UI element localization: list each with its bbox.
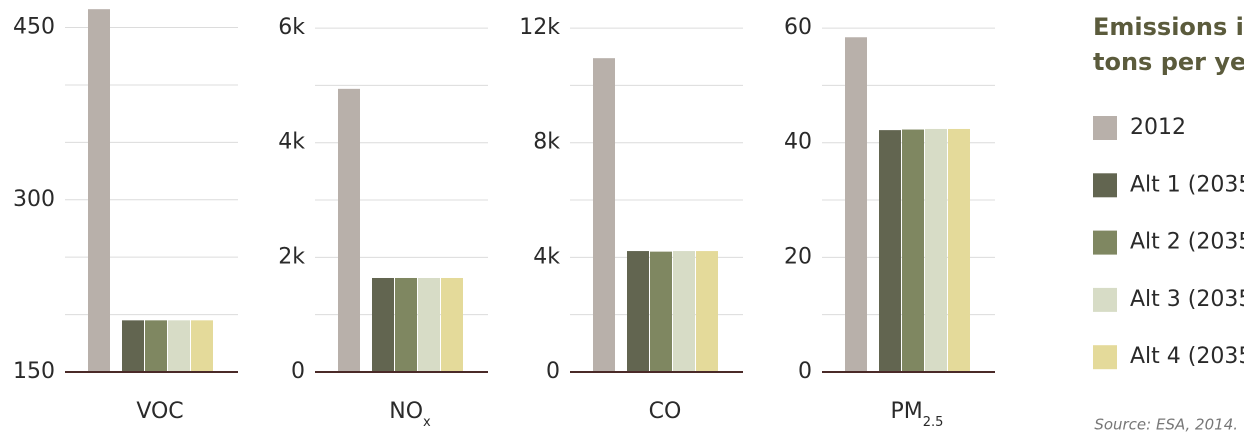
bar: [88, 9, 110, 373]
legend-title: tons per year: [1093, 48, 1244, 76]
bar: [338, 88, 360, 373]
bar: [673, 251, 695, 372]
bar: [593, 58, 615, 372]
y-tick-label: 40: [784, 130, 812, 155]
bar: [191, 320, 213, 372]
legend-swatch: [1093, 116, 1117, 140]
y-tick-label: 300: [13, 187, 55, 212]
legend-swatch: [1093, 345, 1117, 370]
category-text: VOC: [136, 399, 183, 424]
bar: [879, 130, 901, 372]
bar: [948, 128, 970, 372]
bar: [122, 320, 144, 372]
y-tick-label: 20: [784, 244, 812, 269]
y-tick-label: 4k: [533, 244, 560, 269]
y-tick-label: 450: [13, 15, 55, 40]
bar: [395, 277, 417, 372]
legend-label: 2012: [1130, 115, 1186, 140]
x-category-label: CO: [649, 399, 682, 424]
bar: [925, 128, 947, 372]
x-category-label: PM2.5: [891, 399, 944, 430]
legend-swatch: [1093, 173, 1117, 198]
x-category-label: NOx: [389, 399, 431, 430]
bar: [168, 320, 190, 372]
y-tick-label: 0: [798, 359, 812, 384]
y-tick-label: 150: [13, 359, 55, 384]
source: Source: ESA, 2014.: [1094, 416, 1238, 434]
bar: [418, 277, 440, 372]
bar: [441, 277, 463, 372]
legend-label: Alt 2 (2035): [1130, 230, 1244, 255]
category-text: CO: [649, 399, 682, 424]
y-tick-label: 6k: [278, 15, 305, 40]
bar: [145, 320, 167, 372]
bar: [845, 37, 867, 372]
y-tick-label: 2k: [278, 244, 305, 269]
bar: [696, 251, 718, 372]
category-text: NO: [389, 399, 423, 424]
legend-label: Alt 3 (2035): [1130, 287, 1244, 312]
bar: [650, 251, 672, 372]
legend-swatch: [1093, 287, 1117, 312]
y-tick-label: 60: [784, 15, 812, 40]
bar: [902, 129, 924, 372]
legend-label: Alt 4 (2035): [1130, 344, 1244, 369]
x-category-label: VOC: [136, 399, 183, 424]
y-tick-label: 8k: [533, 130, 560, 155]
bar: [627, 251, 649, 372]
y-tick-label: 0: [546, 359, 560, 384]
bar: [372, 277, 394, 372]
y-tick-label: 12k: [519, 15, 560, 40]
category-text: PM: [891, 399, 923, 424]
y-tick-label: 4k: [278, 130, 305, 155]
category-subscript: 2.5: [923, 415, 944, 430]
legend-swatch: [1093, 230, 1117, 255]
legend-label: Alt 1 (2035): [1130, 172, 1244, 197]
y-tick-label: 0: [291, 359, 305, 384]
legend-title: Emissions in: [1093, 13, 1244, 41]
category-subscript: x: [423, 415, 431, 430]
